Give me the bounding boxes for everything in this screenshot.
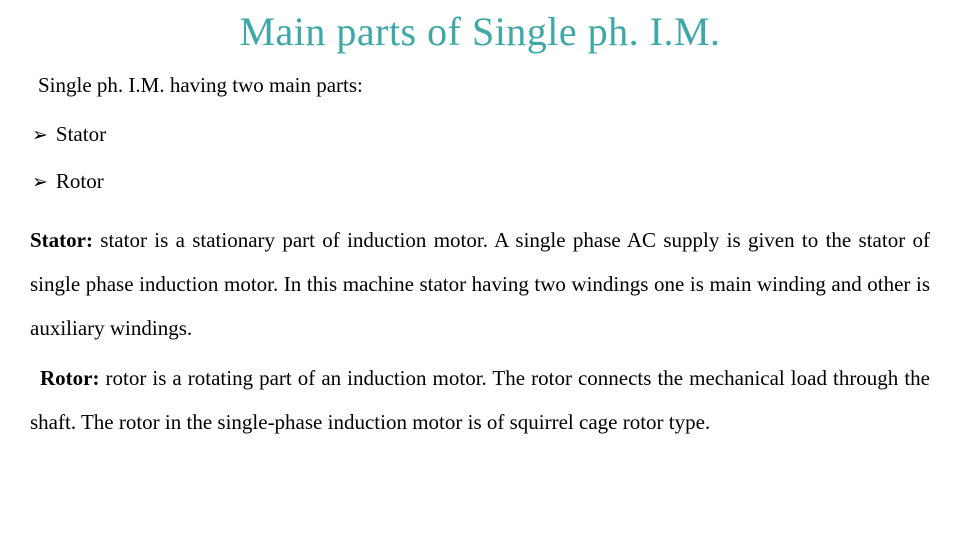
bullet-list: Stator Rotor	[30, 122, 930, 194]
paragraph-label: Rotor:	[40, 366, 99, 390]
slide-container: Main parts of Single ph. I.M. Single ph.…	[0, 8, 960, 540]
paragraph-body: stator is a stationary part of induction…	[30, 228, 930, 340]
bullet-item-stator: Stator	[32, 122, 930, 147]
paragraph-body: rotor is a rotating part of an induction…	[30, 366, 930, 434]
paragraph-label: Stator:	[30, 228, 93, 252]
slide-subtitle: Single ph. I.M. having two main parts:	[38, 73, 930, 98]
paragraph-stator: Stator: stator is a stationary part of i…	[30, 218, 930, 350]
slide-title: Main parts of Single ph. I.M.	[30, 8, 930, 55]
paragraph-rotor: Rotor: rotor is a rotating part of an in…	[30, 356, 930, 444]
bullet-item-rotor: Rotor	[32, 169, 930, 194]
